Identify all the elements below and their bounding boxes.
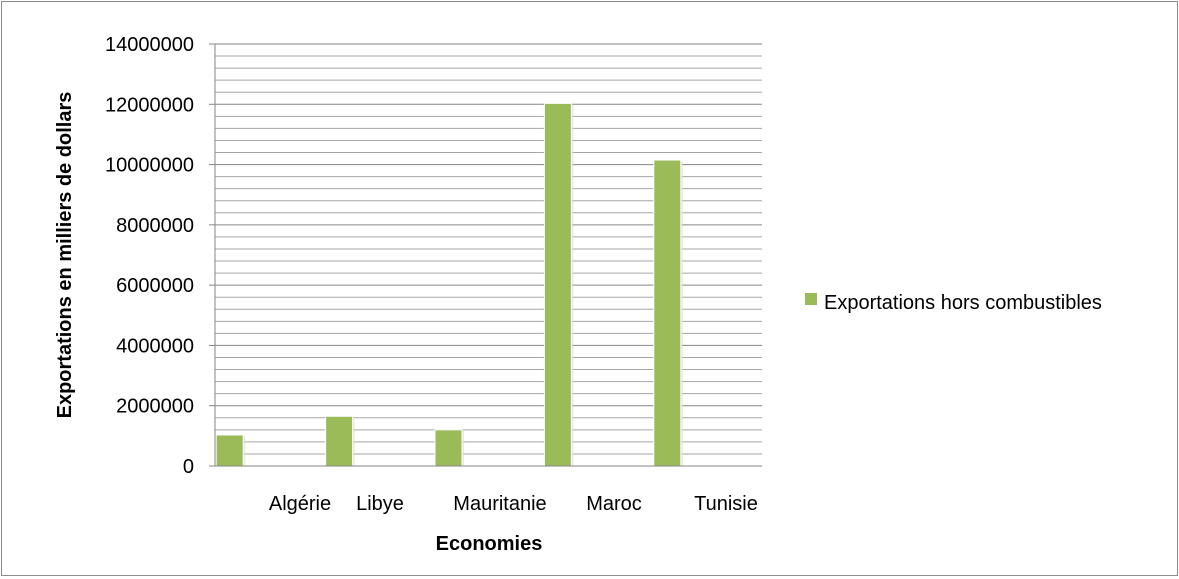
- y-tick-label: 12000000: [105, 94, 194, 116]
- bar: [215, 434, 244, 467]
- x-axis-title: Economies: [436, 533, 543, 555]
- x-tick-label: Mauritanie: [453, 493, 546, 515]
- y-axis-title: Exportations en milliers de dollars: [54, 92, 76, 419]
- legend-swatch: [805, 293, 817, 305]
- x-tick-labels: Algérie Libye Mauritanie Maroc Tunisie: [269, 493, 758, 515]
- y-tick-labels: 0 2000000 4000000 6000000 8000000 10000000 120…: [105, 34, 194, 478]
- y-tick-label: 10000000: [105, 155, 194, 177]
- legend: Exportations hors combustibles: [805, 292, 1102, 314]
- y-tick-label: 14000000: [105, 34, 194, 56]
- bar: [653, 159, 682, 467]
- bar: [325, 415, 354, 467]
- legend-label: Exportations hors combustibles: [824, 292, 1102, 314]
- x-tick-label: Maroc: [586, 493, 642, 515]
- axes: [209, 43, 762, 467]
- y-tick-label: 6000000: [116, 275, 194, 297]
- bar: [543, 102, 572, 467]
- y-tick-label: 8000000: [116, 215, 194, 237]
- x-tick-label: Libye: [356, 493, 404, 515]
- y-tick-label: 0: [183, 456, 194, 478]
- x-tick-label: Tunisie: [694, 493, 758, 515]
- bars: [215, 102, 683, 467]
- y-tick-label: 4000000: [116, 335, 194, 357]
- x-tick-label: Algérie: [269, 493, 331, 515]
- bar: [434, 429, 463, 467]
- y-tick-label: 2000000: [116, 396, 194, 418]
